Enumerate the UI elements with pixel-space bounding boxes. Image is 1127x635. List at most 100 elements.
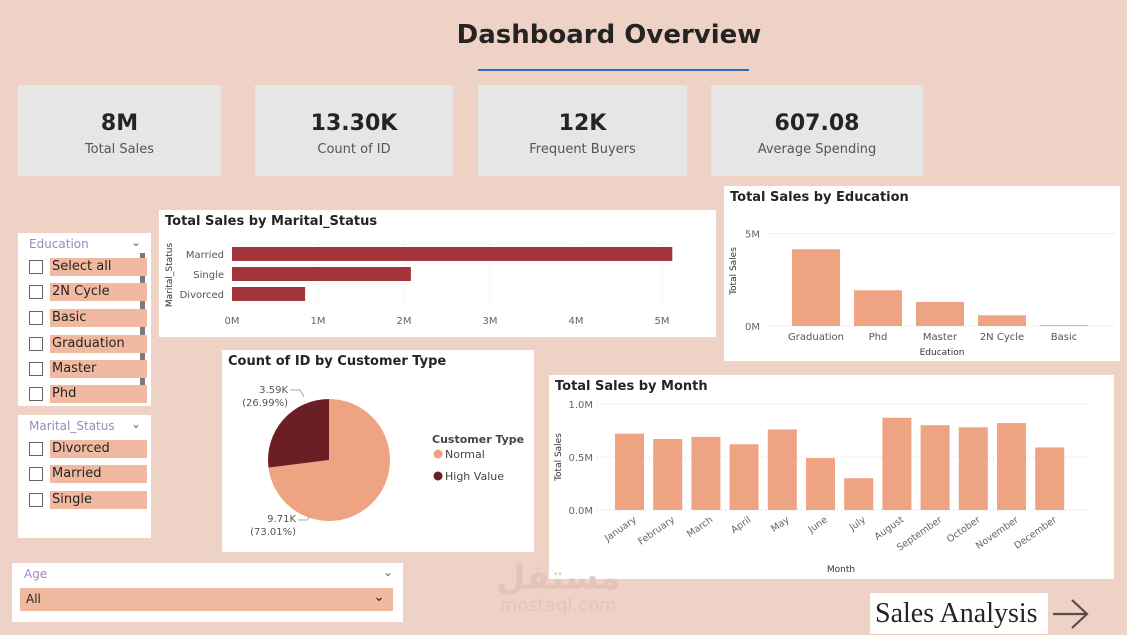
chevron-down-icon[interactable]: ⌄ [382, 565, 393, 579]
legend-label: High Value [445, 470, 504, 483]
slicer-item[interactable]: Select all [29, 258, 147, 276]
checkbox[interactable] [29, 311, 43, 325]
y-axis-title: Marital_Status [165, 243, 175, 308]
y-tick-label: 5M [745, 230, 760, 241]
x-tick-label: 2N Cycle [980, 332, 1024, 343]
slicer-title: Age [24, 567, 48, 581]
bar [615, 433, 644, 510]
slicer-item[interactable]: Graduation [29, 335, 147, 353]
checkbox[interactable] [29, 337, 43, 351]
kpi-label: Frequent Buyers [529, 142, 636, 157]
bar [854, 290, 902, 326]
checkbox[interactable] [29, 285, 43, 299]
x-tick-label: Graduation [788, 332, 844, 343]
bar [997, 423, 1026, 510]
x-tick-label: March [685, 514, 715, 540]
customer-type-chart: Count of ID by Customer Type 3.59K (26.99… [222, 350, 534, 552]
bar [232, 287, 306, 301]
data-label: (26.99%) [242, 398, 288, 409]
customer-type-svg: 3.59K (26.99%) 9.71K (73.01%) Customer Type N… [242, 385, 524, 538]
bar [806, 458, 835, 510]
checkbox[interactable] [29, 493, 43, 507]
x-axis-title: Month [827, 565, 855, 575]
slicer-item[interactable]: Single [29, 491, 147, 509]
marital-status-slicer[interactable]: Marital_Status ⌄ Divorced Married Single [18, 415, 151, 538]
slicer-item-label: Phd [50, 385, 147, 403]
x-tick-label: 2M [397, 316, 412, 327]
bar [729, 444, 759, 510]
bar [691, 436, 721, 510]
checkbox[interactable] [29, 387, 43, 401]
x-tick-label: Master [923, 332, 958, 343]
data-label: (73.01%) [250, 527, 296, 538]
kpi-value: 607.08 [774, 111, 860, 136]
checkbox[interactable] [29, 260, 43, 274]
bar [844, 478, 874, 510]
x-axis-title: Education [920, 348, 965, 358]
education-chart: Total Sales by Education 0M 5M Graduation P… [724, 186, 1120, 361]
kpi-total-sales: 8M Total Sales [18, 85, 221, 176]
bar [232, 267, 411, 281]
slicer-item[interactable]: 2N Cycle [29, 283, 147, 301]
age-slicer[interactable]: Age ⌄ All ⌄ [12, 563, 403, 622]
y-tick-label: 1.0M [568, 400, 593, 411]
bar [978, 315, 1026, 326]
bar [792, 249, 840, 326]
chart-title: Total Sales by Education [730, 190, 909, 205]
x-tick-label: 1M [311, 316, 326, 327]
data-label: 3.59K [259, 385, 288, 396]
x-tick-label: July [847, 514, 868, 534]
y-tick-label: 0.0M [568, 506, 593, 517]
checkbox[interactable] [29, 442, 43, 456]
x-tick-label: Basic [1051, 332, 1077, 343]
slicer-item-label: Master [50, 360, 147, 378]
x-tick-label: 0M [225, 316, 240, 327]
slicer-item[interactable]: Master [29, 360, 147, 378]
slicer-item-label: Single [50, 491, 147, 509]
pie-slice [268, 399, 329, 468]
marital-status-chart: Total Sales by Marital_Status 0M 1M 2M 3M 4M… [159, 210, 716, 337]
slicer-title: Education [29, 237, 89, 251]
age-dropdown[interactable]: All ⌄ [20, 588, 393, 611]
kpi-value: 8M [100, 111, 139, 136]
legend-marker [433, 449, 443, 459]
bar [920, 425, 950, 510]
education-slicer[interactable]: Education ⌄ Select all 2N Cycle Basic Gr… [18, 233, 151, 406]
age-selected: All [26, 592, 41, 606]
checkbox[interactable] [29, 362, 43, 376]
legend-marker [433, 471, 443, 481]
x-tick-label: January [602, 514, 639, 544]
data-label: 9.71K [267, 514, 296, 525]
kpi-average-spending: 607.08 Average Spending [711, 85, 923, 176]
slicer-item-label: Divorced [50, 440, 147, 458]
pie-slice [268, 399, 390, 521]
chevron-down-icon[interactable]: ⌄ [130, 235, 141, 249]
x-tick-label: June [806, 514, 830, 536]
sales-analysis-button[interactable]: Sales Analysis [870, 593, 1048, 634]
y-tick-label: 0.5M [568, 453, 593, 464]
kpi-label: Average Spending [757, 142, 877, 157]
legend-title: Customer Type [432, 433, 524, 446]
x-tick-label: Phd [869, 332, 888, 343]
page-title: Dashboard Overview [456, 20, 762, 50]
chevron-down-icon[interactable]: ⌄ [130, 417, 141, 431]
slicer-item[interactable]: Married [29, 465, 147, 483]
slicer-item[interactable]: Basic [29, 309, 147, 327]
chart-title: Total Sales by Month [555, 379, 708, 394]
slicer-item-label: Married [50, 465, 147, 483]
slicer-item[interactable]: Phd [29, 385, 147, 403]
kpi-label: Total Sales [84, 142, 155, 157]
leader-line [290, 389, 305, 398]
y-tick-label: Married [186, 250, 224, 261]
slicer-item[interactable]: Divorced [29, 440, 147, 458]
arrow-right-icon[interactable] [1050, 597, 1092, 631]
slicer-title: Marital_Status [29, 419, 115, 433]
x-tick-label: August [873, 514, 907, 542]
checkbox[interactable] [29, 467, 43, 481]
kpi-label: Count of ID [317, 142, 391, 157]
x-tick-label: May [769, 514, 792, 534]
bar [1035, 447, 1065, 510]
bar [958, 427, 988, 510]
y-tick-label: Single [193, 270, 224, 281]
slicer-item-label: Basic [50, 309, 147, 327]
